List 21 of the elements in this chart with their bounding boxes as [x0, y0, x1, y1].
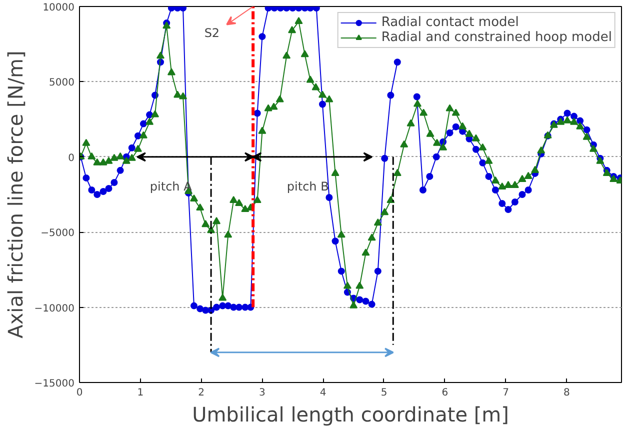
y-tick-label: 10000 [42, 2, 74, 14]
y-axis-title: Axial friction line force [N/m] [3, 50, 28, 338]
x-tick-label: 1 [137, 388, 144, 398]
x-tick-label: 0 [76, 388, 83, 398]
x-tick-label: 3 [259, 388, 266, 398]
x-tick-label: 6 [442, 388, 448, 398]
y-tick-label: −5000 [40, 228, 74, 240]
x-axis-title: Umbilical length coordinate [m] [192, 402, 509, 426]
x-tick-label: 5 [380, 388, 388, 398]
y-tick-label: −15000 [34, 378, 75, 390]
legend-label: Radial and constrained hoop model [381, 30, 612, 45]
x-tick-label: 7 [502, 388, 509, 398]
y-tick-label: −10000 [34, 303, 75, 314]
x-tick-label: 2 [198, 388, 204, 398]
legend-label: Radial contact model [381, 15, 519, 30]
annotation: pitch B [286, 179, 329, 194]
x-tick-label: 4 [320, 388, 326, 398]
y-tick-label: 5000 [49, 78, 75, 89]
y-tick-label: 0 [68, 152, 75, 164]
x-tick-label: 8 [564, 388, 570, 398]
annotation: S2 [204, 26, 220, 40]
